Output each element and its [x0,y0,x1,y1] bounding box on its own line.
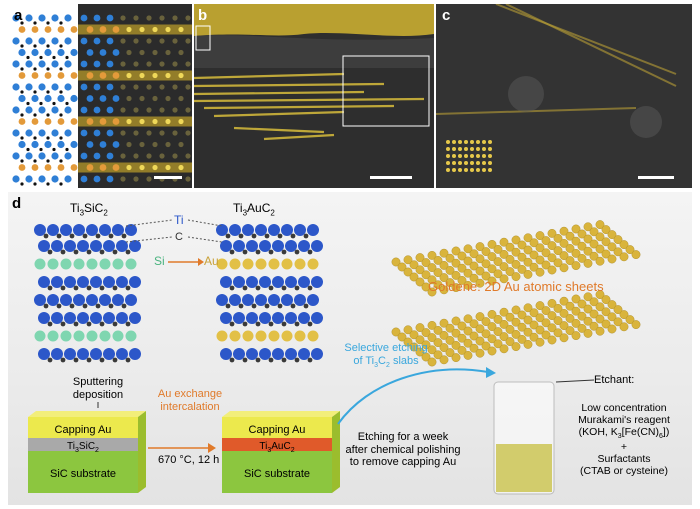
panel-b-stem-image [194,4,434,141]
left-ti3sic2-layer: Ti3SiC2 [67,441,99,454]
panel-a-structure-model [8,4,78,188]
panel-d: d Ti3SiC2 Ti3AuC2 Ti C Si Au Goldene: 2D… [8,192,692,505]
right-sic-substrate: SiC substrate [243,468,311,480]
panel-b-label: b [198,7,208,24]
panel-c-label: c [442,7,451,24]
panel-b: b [194,4,434,188]
panel-b-scale-bar [370,176,412,179]
etchant-title: Etchant: [594,374,635,386]
left-sic-substrate: SiC substrate [49,468,117,480]
selective-etching-label: Selective etching of Ti3C2 slabs [344,342,428,369]
panel-c: c [436,4,692,188]
au-label: Au [204,254,219,268]
panel-d-label: d [12,195,22,212]
goldene-title: Goldene: 2D Au atomic sheets [428,279,604,294]
au-exchange-label: Au exchange intercalation [157,388,223,413]
panel-a: a [8,4,192,188]
etchant-description: Low concentration Murakami's reagent (KO… [578,402,670,478]
condition-label: 670 °C, 12 h [158,454,220,466]
ti3sic2-title: Ti3SiC2 [70,201,108,218]
panel-a-scale-bar [154,176,182,179]
c-label: C [175,231,183,243]
right-ti3auc2-layer: Ti3AuC2 [259,441,295,454]
ti3auc2-title: Ti3AuC2 [233,201,275,218]
panel-a-label: a [14,7,23,24]
right-capping-au: Capping Au [248,424,306,436]
panel-d-diagram [28,219,641,495]
panel-c-scale-bar [638,176,674,179]
panel-c-stem-image [436,4,677,172]
left-capping-au: Capping Au [54,424,112,436]
si-label: Si [154,254,165,268]
panel-a-stem-image [78,4,192,188]
sputtering-label: Sputtering deposition [72,376,124,401]
etching-description: Etching for a week after chemical polish… [345,431,461,469]
ti-label: Ti [174,213,184,227]
